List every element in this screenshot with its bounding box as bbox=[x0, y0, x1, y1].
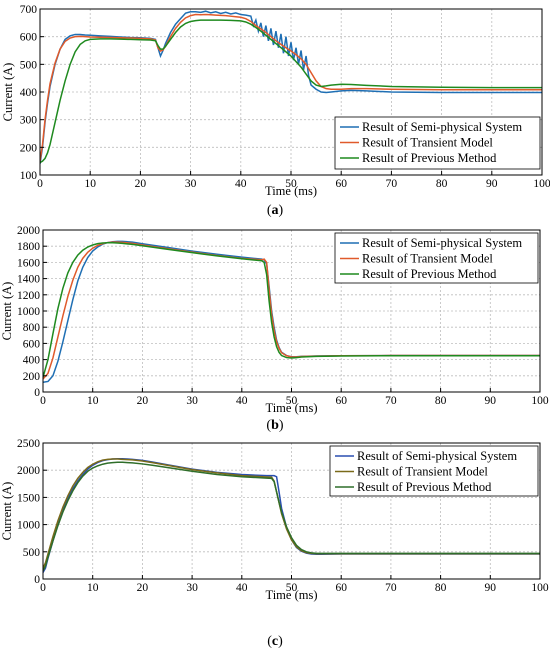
x-axis-label: Time (ms) bbox=[266, 401, 318, 415]
panel-caption: (a) bbox=[267, 203, 284, 218]
y-tick-label: 200 bbox=[20, 142, 38, 154]
y-tick-label: 0 bbox=[34, 574, 40, 586]
x-tick-label: 0 bbox=[40, 582, 46, 594]
x-axis-label: Time (ms) bbox=[265, 184, 317, 198]
x-tick-label: 40 bbox=[236, 582, 248, 594]
panel-caption-letter: c bbox=[272, 634, 278, 649]
series-line-3 bbox=[40, 19, 542, 164]
panel-caption-letter: a bbox=[272, 203, 279, 218]
legend-entry-3: Result of Previous Method bbox=[362, 267, 497, 281]
x-tick-label: 60 bbox=[335, 178, 347, 190]
x-tick-label: 60 bbox=[335, 395, 347, 407]
legend-box bbox=[334, 116, 541, 170]
x-tick-label: 50 bbox=[286, 582, 298, 594]
legend: Result of Semi-physical System Result of … bbox=[334, 232, 539, 284]
y-axis-label: Current (A) bbox=[0, 482, 14, 541]
panel-caption-letter: b bbox=[271, 418, 279, 433]
panel-caption: (c) bbox=[267, 634, 283, 649]
x-tick-label: 80 bbox=[435, 395, 447, 407]
x-tick-label: 10 bbox=[87, 395, 99, 407]
x-tick-label: 0 bbox=[37, 178, 43, 190]
legend-entry-2: Result of Transient Model bbox=[357, 465, 488, 479]
legend-entry-3: Result of Previous Method bbox=[362, 151, 497, 165]
legend-entry-1: Result of Semi-physical System bbox=[362, 120, 522, 134]
y-tick-label: 1200 bbox=[17, 290, 40, 302]
y-axis-label: Current (A) bbox=[1, 63, 15, 122]
x-tick-label: 30 bbox=[186, 582, 198, 594]
y-tick-label: 0 bbox=[34, 387, 40, 399]
legend-entry-2: Result of Transient Model bbox=[362, 252, 493, 266]
y-tick-label: 1000 bbox=[17, 306, 40, 318]
legend-entry-1: Result of Semi-physical System bbox=[362, 236, 522, 250]
chart-panel-a: 0 10 20 30 40 50 60 70 80 90 100 100 200 300 400 500 600… bbox=[1, 4, 550, 218]
x-tick-label: 90 bbox=[485, 582, 497, 594]
x-tick-label: 90 bbox=[485, 395, 497, 407]
x-tick-label: 100 bbox=[531, 395, 549, 407]
y-tick-label: 1600 bbox=[17, 257, 40, 269]
x-tick-label: 100 bbox=[533, 178, 550, 190]
x-tick-label: 70 bbox=[385, 582, 397, 594]
x-tick-label: 90 bbox=[486, 178, 498, 190]
legend-entry-2: Result of Transient Model bbox=[362, 136, 493, 150]
x-tick-label: 30 bbox=[186, 395, 198, 407]
y-tick-label: 600 bbox=[20, 32, 38, 44]
y-tick-label: 2500 bbox=[17, 438, 40, 450]
y-tick-label: 1500 bbox=[17, 492, 40, 504]
x-tick-label: 20 bbox=[137, 582, 149, 594]
legend: Result of Semi-physical System Result of … bbox=[334, 116, 541, 170]
y-axis-label: Current (A) bbox=[0, 282, 14, 341]
y-tick-label: 1400 bbox=[17, 274, 40, 286]
x-tick-label: 10 bbox=[87, 582, 99, 594]
y-tick-label: 400 bbox=[20, 87, 38, 99]
series-line-2 bbox=[40, 13, 542, 162]
x-tick-label: 50 bbox=[286, 395, 298, 407]
series-line-3 bbox=[43, 461, 540, 572]
y-tick-label: 200 bbox=[23, 371, 41, 383]
x-axis-label: Time (ms) bbox=[266, 588, 318, 602]
y-tick-label: 800 bbox=[23, 322, 41, 334]
x-tick-label: 80 bbox=[436, 178, 448, 190]
legend-box bbox=[334, 232, 539, 284]
y-tick-label: 100 bbox=[20, 170, 38, 182]
x-tick-label: 70 bbox=[386, 178, 398, 190]
x-tick-label: 80 bbox=[435, 582, 447, 594]
chart-panel-b: 0 10 20 30 40 50 60 70 80 90 100020040060080010001… bbox=[0, 225, 549, 433]
y-tick-label: 700 bbox=[20, 4, 38, 16]
y-tick-label: 1800 bbox=[17, 241, 40, 253]
series-line-3 bbox=[43, 241, 540, 378]
x-tick-label: 60 bbox=[335, 582, 347, 594]
legend-entry-3: Result of Previous Method bbox=[357, 480, 492, 494]
y-tick-label: 500 bbox=[20, 59, 38, 71]
legend-box bbox=[329, 445, 539, 497]
y-tick-label: 2000 bbox=[17, 225, 40, 237]
x-tick-label: 20 bbox=[137, 395, 149, 407]
x-tick-label: 40 bbox=[236, 395, 248, 407]
y-tick-label: 400 bbox=[23, 355, 41, 367]
panel-caption: (b) bbox=[266, 418, 283, 433]
y-tick-label: 500 bbox=[23, 547, 41, 559]
x-tick-label: 30 bbox=[185, 178, 197, 190]
x-tick-label: 0 bbox=[40, 395, 46, 407]
legend-entry-1: Result of Semi-physical System bbox=[357, 449, 517, 463]
y-tick-label: 600 bbox=[23, 338, 41, 350]
y-tick-label: 1000 bbox=[17, 520, 40, 532]
x-tick-label: 40 bbox=[235, 178, 247, 190]
legend: Result of Semi-physical System Result of … bbox=[329, 445, 539, 497]
x-tick-label: 70 bbox=[385, 395, 397, 407]
x-tick-label: 20 bbox=[135, 178, 147, 190]
x-tick-label: 50 bbox=[285, 178, 297, 190]
chart-panel-c: 0 10 20 30 40 50 60 70 80 90 100050010001500200025… bbox=[0, 438, 549, 649]
y-tick-label: 300 bbox=[20, 115, 38, 127]
y-tick-label: 2000 bbox=[17, 465, 40, 477]
x-tick-label: 10 bbox=[84, 178, 96, 190]
x-tick-label: 100 bbox=[531, 582, 549, 594]
